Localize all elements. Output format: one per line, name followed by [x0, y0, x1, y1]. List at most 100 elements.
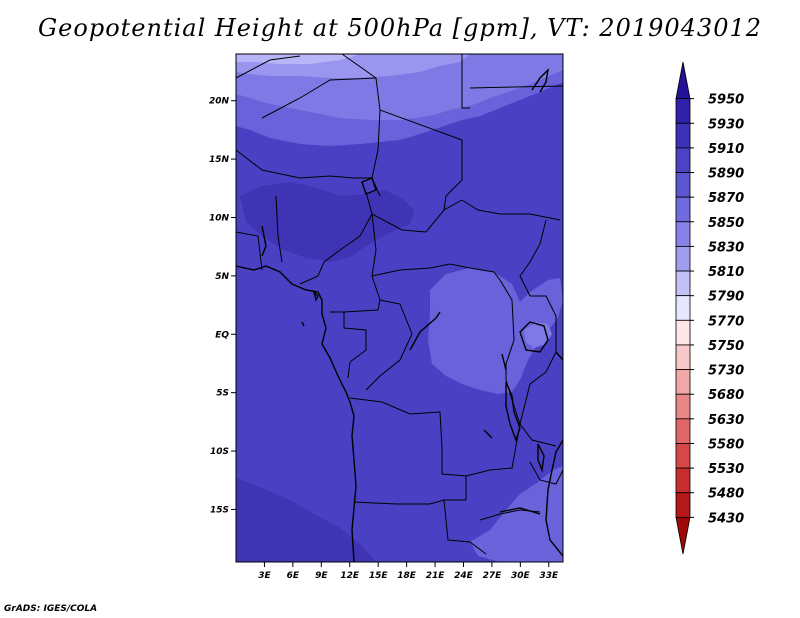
- colorbar-swatch: [675, 393, 691, 420]
- colorbar-label: 5480: [708, 487, 744, 502]
- colorbar-label: 5750: [708, 339, 744, 354]
- border-car-south: [371, 263, 501, 281]
- border-niger-south: [236, 149, 372, 179]
- border-ghana: [236, 231, 263, 271]
- fill-sahel-5910: [240, 182, 414, 262]
- lon-tick-label: 33E: [539, 571, 559, 581]
- lat-tick-label: 10S: [210, 447, 229, 457]
- lat-tick-label: 20N: [209, 97, 230, 107]
- colorbar-label: 5680: [708, 388, 744, 403]
- colorbar-label: 5530: [708, 462, 744, 477]
- border-nigeria-west: [275, 195, 283, 263]
- lake-chad: [361, 177, 377, 195]
- colorbar: 5950 5930 5910 5890 5870 5850 5830 5810 5790 5770…: [675, 61, 744, 555]
- map-title: Geopotential Height at 500hPa [gpm], VT:…: [38, 14, 762, 42]
- colorbar-swatch: [675, 492, 691, 518]
- contour-fills: [236, 54, 563, 562]
- border-niger-north: [261, 77, 377, 119]
- colorbar-swatch: [675, 246, 691, 272]
- fill-central-5870: [428, 268, 563, 394]
- colorbar-label: 5790: [708, 290, 744, 305]
- border-south-sudan-east: [519, 219, 547, 297]
- lon-tick-label: 30E: [511, 571, 531, 581]
- coast-east-africa: [555, 351, 563, 361]
- lon-tick-label: 27E: [483, 571, 503, 581]
- colorbar-label: 5580: [708, 437, 744, 452]
- coast-gulf-of-guinea: [236, 265, 357, 562]
- bioko-island: [312, 289, 319, 303]
- lat-tick-label: 5S: [216, 389, 229, 399]
- colorbar-label: 5870: [708, 191, 744, 206]
- longitude-axis: 3E 6E 9E 12E 15E 18E 21E 24E 27E 30E 33E: [258, 562, 559, 581]
- sao-tome-island: [301, 321, 305, 327]
- lon-tick-label: 18E: [397, 571, 417, 581]
- colorbar-swatch: [675, 221, 691, 247]
- border-angola-north: [349, 397, 443, 449]
- lake-malawi: [537, 443, 545, 473]
- latitude-axis: 20N 15N 10N 5N EQ 5S 10S 15S: [209, 97, 236, 515]
- coast-red-sea: [531, 67, 550, 93]
- lat-tick-label: 5N: [215, 272, 229, 282]
- border-chad-libya: [379, 109, 463, 180]
- colorbar-swatch: [675, 467, 691, 494]
- lat-tick-label: 15N: [209, 155, 230, 165]
- grads-credit: GrADS: IGES/COLA: [4, 604, 98, 614]
- border-chad-car: [371, 199, 463, 233]
- border-libya-egypt: [461, 54, 470, 109]
- country-borders: [236, 54, 563, 555]
- colorbar-label: 5950: [708, 93, 744, 108]
- border-botswana: [443, 499, 487, 555]
- colorbar-swatch: [675, 270, 691, 297]
- colorbar-swatch: [675, 295, 691, 321]
- colorbar-top-arrow: [675, 61, 691, 100]
- map-frame: [235, 53, 564, 563]
- fill-southeast-5870: [470, 466, 563, 562]
- border-angola-namibia: [353, 499, 466, 505]
- colorbar-label: 5850: [708, 216, 744, 231]
- colorbar-swatch: [675, 147, 691, 173]
- colorbar-label: 5930: [708, 117, 744, 132]
- colorbar-swatch: [675, 344, 691, 370]
- lat-tick-label: 10N: [209, 213, 230, 223]
- lake-kivu: [501, 353, 507, 371]
- lon-tick-label: 9E: [315, 571, 328, 581]
- coastlines: [236, 67, 563, 562]
- border-niger-chad: [371, 109, 381, 197]
- lon-tick-label: 6E: [287, 571, 300, 581]
- lake-mweru: [483, 429, 493, 439]
- lake-victoria: [519, 321, 549, 353]
- colorbar-swatch: [675, 369, 691, 395]
- colorbar-label: 5910: [708, 142, 744, 157]
- fill-southwest-5910: [236, 478, 376, 562]
- border-chad-sudan: [443, 179, 463, 211]
- border-gabon-congo: [343, 312, 367, 379]
- colorbar-swatch: [675, 122, 691, 149]
- border-egypt-sudan: [469, 85, 563, 89]
- colorbar-swatch: [675, 98, 691, 124]
- border-angola-zambia: [441, 448, 467, 500]
- coast-mozambique: [545, 439, 563, 557]
- border-mali-algeria: [236, 55, 301, 79]
- colorbar-label: 5730: [708, 364, 744, 379]
- colorbar-swatch: [675, 443, 691, 469]
- colorbar-swatch: [675, 418, 691, 444]
- colorbar-swatch: [675, 172, 691, 198]
- border-mozambique: [529, 461, 563, 485]
- lon-tick-label: 15E: [369, 571, 389, 581]
- border-uganda-kenya: [530, 295, 557, 373]
- lat-tick-label: 15S: [210, 505, 229, 515]
- colorbar-label: 5630: [708, 413, 744, 428]
- colorbar-label: 5890: [708, 167, 744, 182]
- border-congo-drc: [365, 299, 413, 391]
- lon-tick-label: 21E: [426, 571, 446, 581]
- colorbar-swatch: [675, 319, 691, 346]
- lake-kariba: [499, 507, 541, 515]
- colorbar-swatch: [675, 196, 691, 223]
- lon-tick-label: 3E: [258, 571, 271, 581]
- colorbar-label: 5430: [708, 511, 744, 526]
- lake-tanganyika: [505, 381, 521, 443]
- lake-volta: [261, 225, 267, 257]
- colorbar-bottom-arrow: [675, 516, 691, 555]
- lon-tick-label: 24E: [454, 571, 474, 581]
- colorbar-label: 5810: [708, 265, 744, 280]
